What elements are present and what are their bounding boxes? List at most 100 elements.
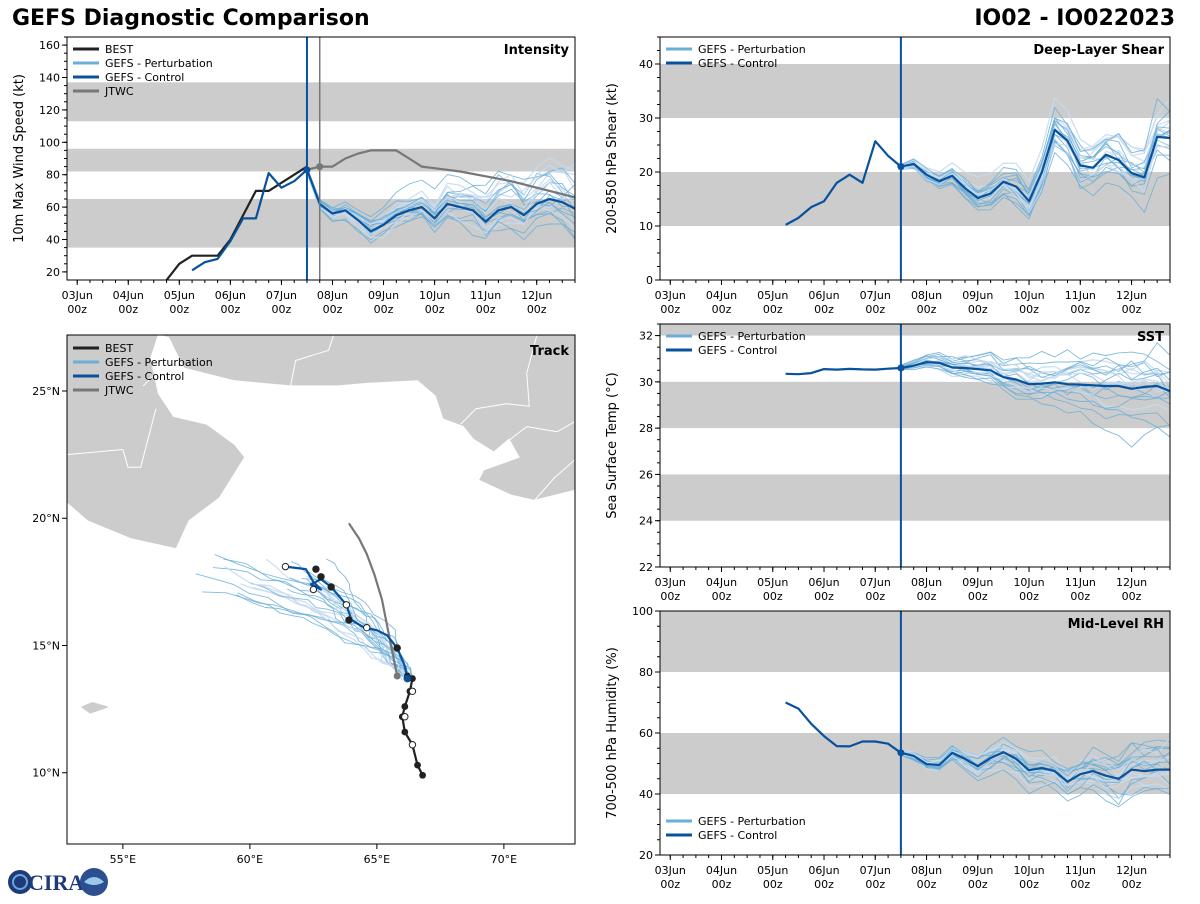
y-tick-label: 60	[46, 201, 60, 214]
x-tick-label: 08Jun	[911, 576, 942, 589]
x-tick-label: 07Jun	[860, 576, 891, 589]
x-tick-label: 00z	[1122, 590, 1142, 603]
perturbation-track	[224, 565, 406, 678]
perturbation-member-line	[900, 364, 1170, 428]
y-tick-label: 20	[639, 166, 653, 179]
lon-tick-label: 60°E	[237, 853, 263, 866]
legend-label: GEFS - Control	[105, 71, 184, 84]
perturbation-member-line	[900, 360, 1170, 381]
legend-label: GEFS - Control	[698, 344, 777, 357]
shaded-band	[660, 172, 1170, 226]
panel-title: SST	[1137, 330, 1164, 345]
socotra-island	[78, 700, 112, 715]
x-tick-label: 00z	[67, 303, 87, 316]
legend-label: GEFS - Perturbation	[698, 43, 806, 56]
perturbation-member-line	[900, 349, 1170, 371]
shaded-band	[660, 324, 1170, 336]
x-tick-label: 00z	[712, 590, 732, 603]
lon-tick-label: 70°E	[491, 853, 517, 866]
track-point	[312, 565, 320, 573]
x-tick-label: 05Jun	[757, 864, 788, 877]
plot-area	[660, 324, 1170, 567]
track-point	[317, 573, 325, 581]
best-track-point	[409, 675, 416, 682]
best-track-point	[401, 728, 409, 736]
x-tick-label: 10Jun	[1013, 864, 1044, 877]
y-tick-label: 0	[646, 274, 653, 287]
x-tick-label: 00z	[917, 303, 937, 316]
x-tick-label: 06Jun	[808, 289, 839, 302]
map-frame	[66, 334, 576, 845]
country-border	[142, 357, 157, 387]
x-tick-label: 00z	[865, 878, 885, 891]
perturbation-track	[236, 594, 413, 681]
x-tick-label: 11Jun	[470, 289, 501, 302]
x-tick-label: 08Jun	[911, 864, 942, 877]
x-tick-label: 00z	[763, 590, 783, 603]
x-tick-label: 07Jun	[266, 289, 297, 302]
y-axis-label: 10m Max Wind Speed (kt)	[12, 74, 27, 243]
lon-tick-label: 55°E	[110, 853, 136, 866]
x-tick-label: 10Jun	[1013, 289, 1044, 302]
y-tick-label: 100	[632, 605, 653, 618]
track-point	[393, 644, 401, 652]
y-tick-label: 20	[639, 849, 653, 862]
storm-id: IO02 - IO022023	[974, 6, 1175, 31]
panel-title: Mid-Level RH	[1068, 617, 1164, 632]
y-tick-label: 26	[639, 468, 653, 481]
shaded-band	[67, 82, 575, 122]
control-line	[785, 361, 1170, 393]
track-point	[345, 616, 353, 624]
perturbation-track	[214, 554, 412, 679]
perturbation-track	[202, 591, 411, 679]
x-tick-label: 00z	[1019, 590, 1039, 603]
x-tick-label: 00z	[1122, 303, 1142, 316]
x-tick-label: 04Jun	[706, 864, 737, 877]
perturbation-member-line	[900, 119, 1170, 210]
y-axis-label: 700-500 hPa Humidity (%)	[605, 647, 620, 819]
track-point	[309, 585, 318, 594]
jtwc-line	[306, 149, 575, 199]
x-tick-label: 00z	[968, 590, 988, 603]
x-tick-label: 05Jun	[757, 289, 788, 302]
legend-label: BEST	[105, 43, 133, 56]
perturbation-member-line	[900, 143, 1170, 209]
x-tick-label: 05Jun	[164, 289, 195, 302]
legend-label: GEFS - Control	[105, 370, 184, 383]
control-init-point	[897, 364, 905, 372]
best-track-line	[165, 165, 308, 280]
x-tick-label: 11Jun	[1065, 576, 1096, 589]
y-tick-label: 160	[39, 39, 60, 52]
x-tick-label: 06Jun	[808, 864, 839, 877]
perturbation-member-line	[900, 364, 1170, 412]
x-tick-label: 00z	[814, 878, 834, 891]
plot-area	[67, 37, 575, 280]
panel-title: Track	[530, 344, 569, 359]
best-track-point-open	[408, 687, 417, 695]
map-area	[67, 335, 575, 844]
country-border	[534, 459, 575, 501]
south-asia-land	[158, 335, 575, 501]
x-tick-label: 00z	[425, 303, 445, 316]
x-tick-label: 00z	[272, 303, 292, 316]
best-track-point	[414, 761, 421, 769]
x-tick-label: 00z	[865, 303, 885, 316]
x-tick-label: 00z	[660, 303, 680, 316]
x-tick-label: 00z	[1070, 590, 1090, 603]
y-tick-label: 60	[639, 727, 653, 740]
x-tick-label: 12Jun	[1116, 864, 1147, 877]
sst-panel: 22 24 26 28 30 32 03Jun 00z 04Jun 00z 05Jun 00z 06Ju…	[600, 310, 1200, 603]
x-tick-label: 00z	[712, 878, 732, 891]
arabian-peninsula-land	[67, 335, 246, 550]
country-border	[460, 335, 538, 425]
control-init-point	[403, 674, 411, 683]
perturbation-member-line	[900, 752, 1170, 778]
lon-tick-label: 65°E	[364, 853, 390, 866]
page-title: GEFS Diagnostic Comparison	[12, 6, 370, 31]
y-tick-label: 40	[46, 234, 60, 247]
x-tick-label: 00z	[814, 303, 834, 316]
x-tick-label: 11Jun	[1065, 864, 1096, 877]
panel-title: Deep-Layer Shear	[1033, 43, 1164, 58]
rh-panel: 20 40 60 80 100 03Jun 00z 04Jun 00z 05Jun 00z 06Jun…	[600, 600, 1200, 900]
x-tick-label: 11Jun	[1065, 289, 1096, 302]
